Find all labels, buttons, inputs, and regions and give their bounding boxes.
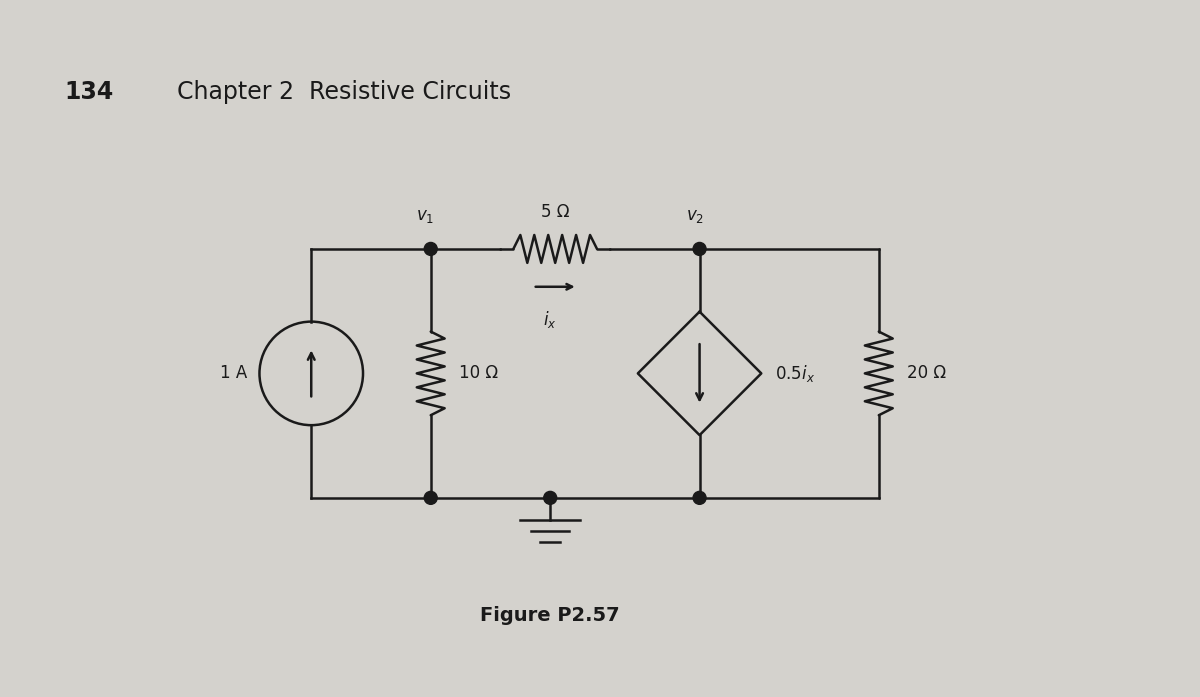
- Circle shape: [694, 491, 706, 505]
- Circle shape: [425, 243, 437, 255]
- Text: $v_2$: $v_2$: [685, 207, 703, 225]
- Polygon shape: [638, 312, 761, 435]
- Text: 134: 134: [65, 79, 114, 104]
- Text: $i_x$: $i_x$: [544, 309, 557, 330]
- Text: 5 Ω: 5 Ω: [541, 203, 570, 221]
- Text: 20 Ω: 20 Ω: [907, 365, 946, 383]
- Text: $0.5i_x$: $0.5i_x$: [775, 363, 815, 384]
- Circle shape: [544, 491, 557, 505]
- Text: $v_1$: $v_1$: [415, 207, 434, 225]
- Text: 1 A: 1 A: [221, 365, 247, 383]
- Circle shape: [425, 491, 437, 505]
- Text: Chapter 2  Resistive Circuits: Chapter 2 Resistive Circuits: [176, 79, 511, 104]
- Text: 10 Ω: 10 Ω: [458, 365, 498, 383]
- Text: Figure P2.57: Figure P2.57: [480, 606, 620, 625]
- Circle shape: [694, 243, 706, 255]
